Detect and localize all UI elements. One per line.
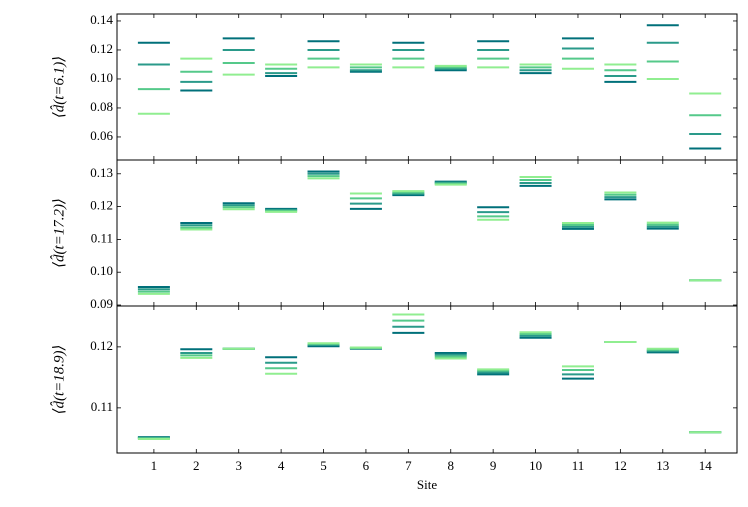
y-tick-label: 0.12 [90, 198, 113, 213]
panel-frame [116, 159, 738, 307]
y-axis-label: ⟨d̂(t=6.1)⟩ [50, 56, 67, 118]
x-tick-label: 9 [490, 458, 497, 473]
y-tick-label: 0.06 [90, 128, 113, 143]
y-tick-label: 0.09 [90, 296, 113, 311]
x-tick-label: 2 [193, 458, 200, 473]
x-tick-label: 1 [151, 458, 158, 473]
x-tick-label: 12 [614, 458, 627, 473]
x-tick-label: 11 [572, 458, 585, 473]
y-axis-label: ⟨d̂(t=18.9)⟩ [50, 345, 67, 415]
y-tick-label: 0.11 [91, 399, 113, 414]
y-tick-label: 0.13 [90, 165, 113, 180]
x-tick-label: 7 [405, 458, 412, 473]
y-tick-label: 0.10 [90, 263, 113, 278]
y-tick-label: 0.08 [90, 99, 113, 114]
y-tick-label: 0.10 [90, 70, 113, 85]
y-tick-label: 0.12 [90, 41, 113, 56]
panel-frame [116, 13, 738, 161]
x-tick-label: 4 [278, 458, 285, 473]
x-tick-label: 3 [235, 458, 242, 473]
x-tick-label: 10 [529, 458, 542, 473]
x-tick-label: 6 [363, 458, 370, 473]
y-axis-label: ⟨d̂(t=17.2)⟩ [50, 198, 67, 268]
x-axis-label: Site [417, 477, 437, 492]
panel-frame [116, 305, 738, 454]
x-tick-label: 5 [320, 458, 327, 473]
y-tick-label: 0.14 [90, 12, 113, 27]
x-tick-label: 14 [699, 458, 713, 473]
y-tick-label: 0.12 [90, 338, 113, 353]
y-tick-label: 0.11 [91, 230, 113, 245]
x-tick-label: 13 [656, 458, 669, 473]
x-tick-label: 8 [447, 458, 454, 473]
